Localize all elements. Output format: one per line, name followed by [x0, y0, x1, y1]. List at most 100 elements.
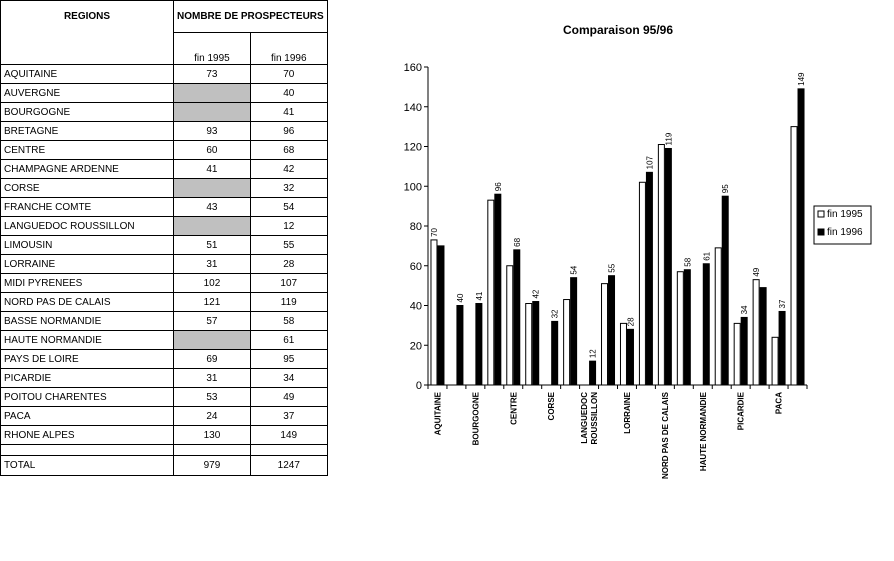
bar-value-label: 149 [797, 72, 806, 86]
value-1996: 70 [249, 64, 328, 84]
x-category-label: HAUTE NORMANDIE [699, 391, 708, 471]
bar-value-label: 96 [494, 182, 503, 191]
table-row: LIMOUSIN 51 55 [0, 235, 328, 255]
region-name: RHONE ALPES [0, 425, 174, 445]
value-1995: 53 [173, 387, 251, 407]
bar-1995 [771, 336, 779, 386]
bar-1996 [437, 245, 445, 386]
value-1996: 68 [249, 140, 328, 160]
table-gap-row [0, 444, 328, 456]
value-1995: 93 [173, 121, 251, 141]
bar-1996 [759, 287, 767, 386]
bar-1995 [601, 283, 609, 386]
subheader-1995: fin 1995 [173, 32, 251, 65]
value-1995: 31 [173, 368, 251, 388]
region-name: NORD PAS DE CALAIS [0, 292, 174, 312]
region-name: BOURGOGNE [0, 102, 174, 122]
bar-1995 [525, 303, 533, 386]
value-1995: 60 [173, 140, 251, 160]
legend-swatch-1995 [817, 210, 825, 218]
value-1995: 24 [173, 406, 251, 426]
value-1996: 54 [249, 197, 328, 217]
value-1996: 32 [249, 178, 328, 198]
bar-value-label: 54 [570, 265, 579, 274]
prospecteurs-table: REGIONS NOMBRE DE PROSPECTEURS fin 1995 … [0, 0, 328, 476]
table-row: AQUITAINE 73 70 [0, 64, 328, 84]
x-category-label: LORRAINE [623, 391, 632, 433]
total-row: TOTAL 979 1247 [0, 455, 328, 476]
bar-1995 [638, 181, 646, 386]
bar-value-label: 42 [532, 289, 541, 298]
value-1996: 55 [249, 235, 328, 255]
value-1996: 119 [249, 292, 328, 312]
y-tick-label: 60 [410, 261, 422, 273]
bar-1996 [608, 275, 616, 386]
y-tick-label: 160 [404, 62, 422, 74]
y-tick-label: 140 [404, 102, 422, 114]
region-name: PACA [0, 406, 174, 426]
value-1996: 12 [249, 216, 328, 236]
table-row: MIDI PYRENEES 102 107 [0, 273, 328, 293]
bar-1996 [721, 195, 729, 386]
bar-value-label: 61 [702, 251, 711, 260]
header-count: NOMBRE DE PROSPECTEURS [173, 0, 328, 33]
value-1996: 49 [249, 387, 328, 407]
value-1996: 58 [249, 311, 328, 331]
table-row: PICARDIE 31 34 [0, 368, 328, 388]
value-1995: 121 [173, 292, 251, 312]
x-category-label: LANGUEDOC [580, 392, 589, 444]
value-1995: 102 [173, 273, 251, 293]
bar-1996 [475, 303, 483, 386]
region-name: BASSE NORMANDIE [0, 311, 174, 331]
value-1996: 149 [249, 425, 328, 445]
value-1996: 34 [249, 368, 328, 388]
bar-1996 [532, 301, 540, 386]
table-row: PACA 24 37 [0, 406, 328, 426]
legend-swatch-1996 [817, 228, 825, 236]
bar-1996 [645, 171, 653, 386]
table-row: NORD PAS DE CALAIS 121 119 [0, 292, 328, 312]
region-name: BRETAGNE [0, 121, 174, 141]
value-1995: 41 [173, 159, 251, 179]
bar-value-label: 107 [645, 155, 654, 169]
table-row: FRANCHE COMTE 43 54 [0, 197, 328, 217]
table-row: RHONE ALPES 130 149 [0, 425, 328, 445]
bar-value-label: 28 [626, 317, 635, 326]
x-category-label: PICARDIE [737, 391, 746, 430]
bar-1995 [619, 322, 627, 386]
value-1996: 107 [249, 273, 328, 293]
table-row: LANGUEDOC ROUSSILLON 12 [0, 216, 328, 236]
table-row: LORRAINE 31 28 [0, 254, 328, 274]
value-1996: 28 [249, 254, 328, 274]
y-tick-label: 100 [404, 181, 422, 193]
bar-1996 [589, 360, 597, 386]
value-1995 [173, 178, 251, 198]
bar-1995 [657, 144, 665, 386]
header-regions: REGIONS [0, 0, 174, 33]
x-category-label: CENTRE [509, 391, 518, 425]
bar-1995 [506, 265, 514, 386]
table-row: POITOU CHARENTES 53 49 [0, 387, 328, 407]
bar-1995 [752, 279, 760, 386]
bar-value-label: 95 [721, 184, 730, 193]
region-name: POITOU CHARENTES [0, 387, 174, 407]
x-category-label: PACA [775, 392, 784, 414]
value-1996: 40 [249, 83, 328, 103]
value-1996: 96 [249, 121, 328, 141]
bar-1995 [714, 247, 722, 386]
value-1995 [173, 216, 251, 236]
table-row: CENTRE 60 68 [0, 140, 328, 160]
x-category-label: AQUITAINE [433, 391, 442, 435]
bar-1995 [676, 271, 684, 386]
value-1995 [173, 83, 251, 103]
bar-value-label: 49 [752, 267, 761, 276]
legend-label-1996: fin 1996 [827, 227, 863, 238]
table-row: HAUTE NORMANDIE 61 [0, 330, 328, 350]
value-1996: 61 [249, 330, 328, 350]
y-tick-label: 120 [404, 142, 422, 154]
total-label: TOTAL [0, 455, 174, 476]
region-name: AUVERGNE [0, 83, 174, 103]
region-name: MIDI PYRENEES [0, 273, 174, 293]
region-name: LORRAINE [0, 254, 174, 274]
bar-1996 [456, 305, 464, 386]
